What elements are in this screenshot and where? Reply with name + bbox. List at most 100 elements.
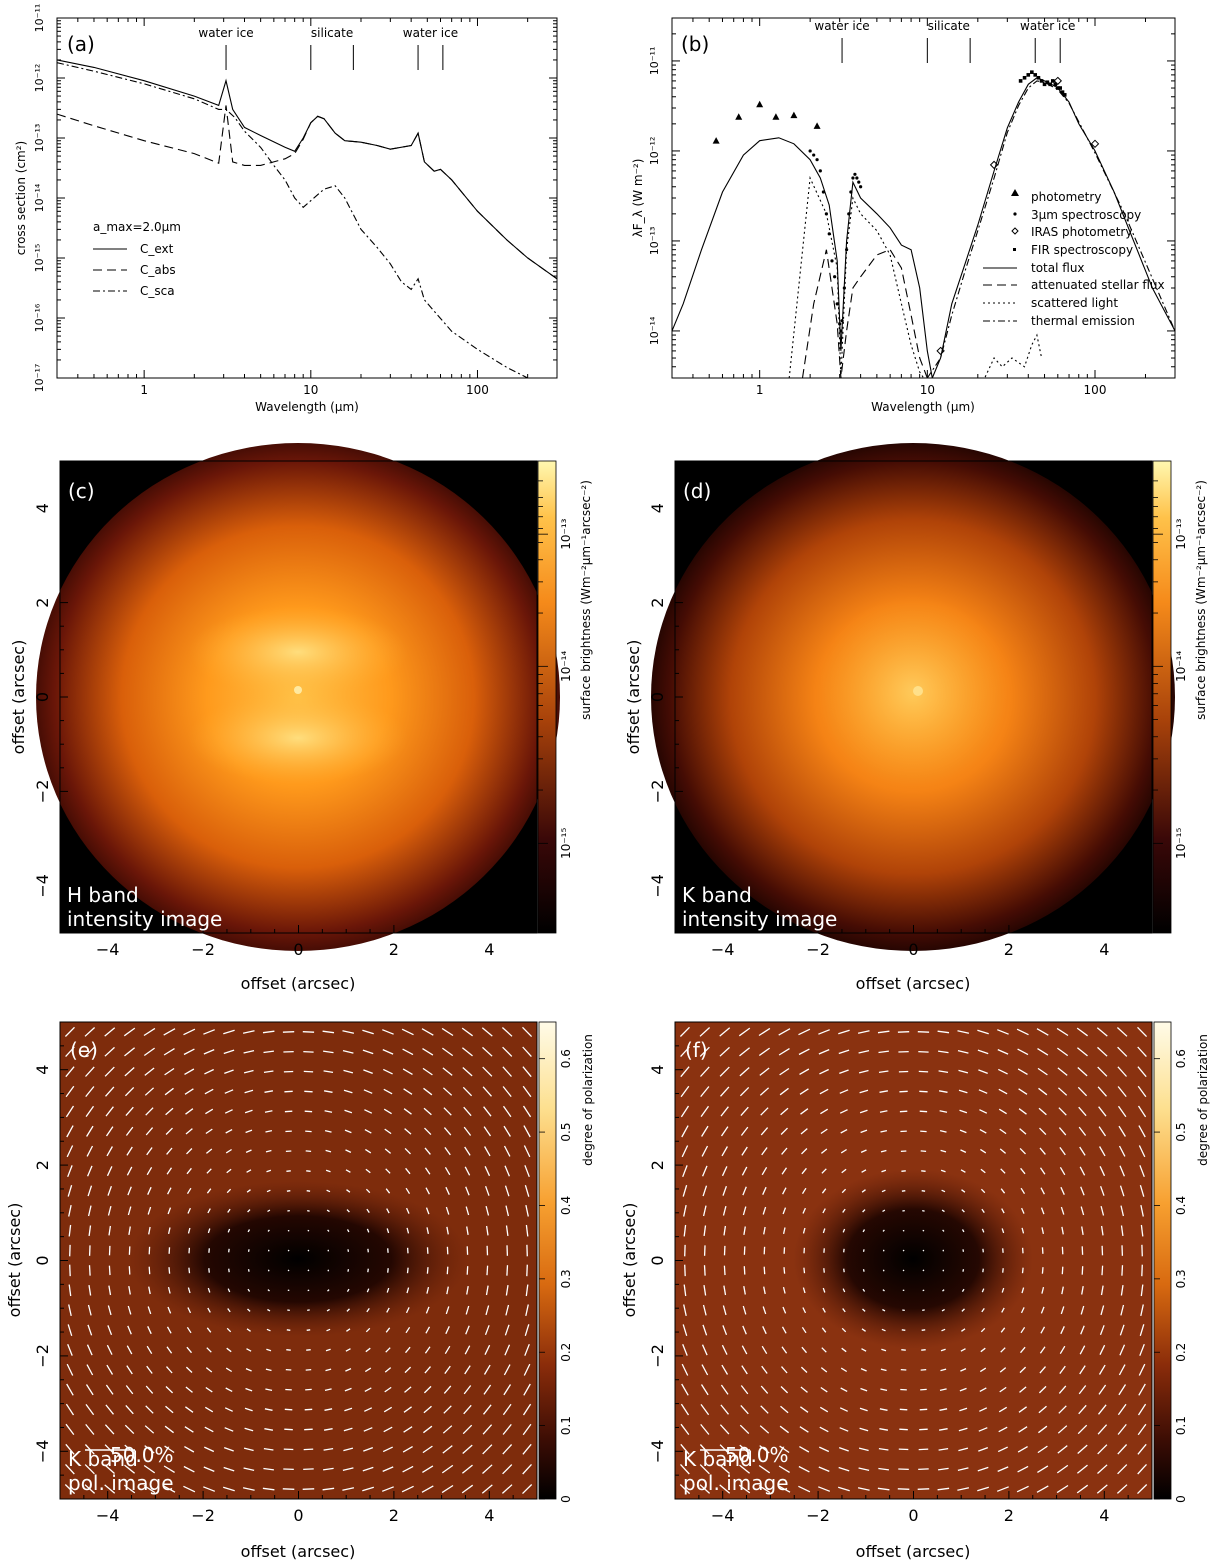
- polarization-vector: [362, 1466, 374, 1472]
- polarization-vector: [763, 1286, 766, 1295]
- polarization-vector: [386, 1228, 390, 1234]
- polarization-vector: [878, 1447, 889, 1451]
- polarization-vector: [1098, 1364, 1106, 1375]
- y-tick-label: 0: [33, 1255, 52, 1265]
- polarization-vector: [522, 1484, 533, 1495]
- polarization-vector: [187, 1287, 191, 1294]
- colorbar-tick-label: 10⁻¹⁴: [559, 651, 573, 682]
- polarization-vector: [1100, 1205, 1105, 1216]
- panel-e: −4 −2 0 2 4 −4 −2 0 2 4 0 0.1 0.2 0.3 0.4 0.5 0.6 (e) 50…: [5, 1021, 595, 1561]
- polarization-vector: [980, 1327, 986, 1333]
- polarization-vector: [364, 1387, 372, 1392]
- polarization-vector: [1056, 1484, 1069, 1494]
- polarization-vector: [167, 1286, 171, 1294]
- panel-f-ylabel: offset (arcsec): [620, 1203, 639, 1318]
- colorbar-tick-label: 0.2: [559, 1343, 573, 1362]
- polarization-vector: [996, 1486, 1009, 1492]
- polarization-vector: [104, 1066, 115, 1077]
- polarization-vector: [961, 1328, 966, 1332]
- polarization-vector: [503, 1125, 511, 1137]
- polarization-vector: [382, 1446, 393, 1453]
- polarization-vector: [383, 1406, 393, 1413]
- x-tick-label: 2: [389, 940, 399, 959]
- polarization-vector: [244, 1427, 254, 1432]
- x-tick-label: 1: [756, 383, 764, 397]
- fir-point: [1053, 82, 1058, 87]
- polarization-vector: [819, 1406, 829, 1413]
- polarization-vector: [404, 1386, 412, 1393]
- polarization-vector: [1019, 1366, 1027, 1374]
- polarization-vector: [524, 1165, 530, 1178]
- polarization-vector: [482, 1464, 493, 1474]
- fir-point: [1060, 90, 1065, 94]
- polarization-vector: [1079, 1166, 1086, 1176]
- polarization-vector: [760, 1385, 769, 1394]
- polarization-vector: [939, 1129, 947, 1133]
- feature-annotation: water ice: [814, 19, 869, 33]
- polarization-vector: [402, 1446, 413, 1453]
- polarization-vector: [882, 1289, 885, 1292]
- polarization-vector: [1020, 1307, 1025, 1314]
- polarization-vector: [367, 1268, 369, 1273]
- fir-point: [1062, 93, 1067, 97]
- polarization-vector: [961, 1189, 966, 1193]
- polarization-vector: [167, 1227, 171, 1235]
- x-tick-label: −2: [191, 940, 215, 959]
- polarization-vector: [819, 1068, 829, 1075]
- panel-b-label: (b): [681, 32, 709, 56]
- polarization-vector: [942, 1269, 945, 1272]
- polarization-vector: [880, 1388, 888, 1392]
- polarization-vector: [743, 1226, 746, 1236]
- polarization-vector: [798, 1028, 811, 1036]
- polarization-vector: [366, 1228, 370, 1233]
- polarization-vector: [801, 1148, 808, 1155]
- polarization-vector: [783, 1267, 786, 1274]
- polarization-vector: [1098, 1384, 1107, 1395]
- polarization-vector: [304, 1428, 313, 1431]
- polarization-vector: [167, 1207, 172, 1215]
- spectroscopy-point: [845, 248, 849, 252]
- polarization-vector: [1078, 1385, 1087, 1395]
- polarization-vector: [1077, 1424, 1088, 1435]
- y-tick-label: 10⁻¹⁶: [33, 303, 46, 332]
- colorbar-tick-label: 10⁻¹³: [1174, 518, 1188, 549]
- polarization-vector: [186, 1167, 192, 1175]
- polarization-vector: [363, 1446, 374, 1452]
- polarization-vector: [882, 1229, 885, 1232]
- polarization-vector: [86, 1364, 94, 1376]
- panel-e-ylabel: offset (arcsec): [5, 1203, 24, 1318]
- spectroscopy-point: [830, 259, 834, 263]
- polarization-vector: [204, 1406, 214, 1413]
- polarization-vector: [881, 1348, 887, 1352]
- polarization-vector: [1061, 1266, 1064, 1275]
- polarization-vector: [1076, 1484, 1089, 1494]
- iras-point: [1090, 139, 1100, 149]
- polarization-vector: [305, 1150, 312, 1153]
- polarization-vector: [961, 1229, 965, 1233]
- polarization-vector: [977, 1466, 989, 1472]
- polarization-vector: [780, 1386, 789, 1394]
- polarization-vector: [1001, 1208, 1005, 1214]
- polarization-vector: [781, 1147, 788, 1155]
- polarization-vector: [364, 1109, 373, 1114]
- polarization-vector: [403, 1406, 412, 1413]
- polarization-vector: [723, 1225, 727, 1236]
- polarization-vector: [69, 1264, 71, 1277]
- y-tick-label: 10⁻¹²: [648, 137, 661, 166]
- polarization-vector: [405, 1187, 411, 1195]
- polarization-vector: [85, 1105, 95, 1117]
- spectroscopy-point: [827, 232, 831, 236]
- polarization-vector: [1141, 1264, 1143, 1277]
- polarization-vector: [443, 1405, 452, 1414]
- polarization-vector: [1080, 1206, 1085, 1216]
- polarization-vector: [363, 1069, 373, 1075]
- spectroscopy-point: [821, 190, 826, 194]
- polarization-vector: [1099, 1325, 1105, 1336]
- colorbar-tick-label: 0.3: [1174, 1269, 1188, 1288]
- polarization-vector: [941, 1308, 945, 1312]
- y-tick-label: 10⁻¹⁴: [648, 316, 661, 345]
- polarization-vector: [166, 1366, 173, 1374]
- polarization-vector: [877, 1030, 890, 1034]
- polarization-vector: [524, 1324, 530, 1336]
- polarization-vector: [442, 1087, 453, 1096]
